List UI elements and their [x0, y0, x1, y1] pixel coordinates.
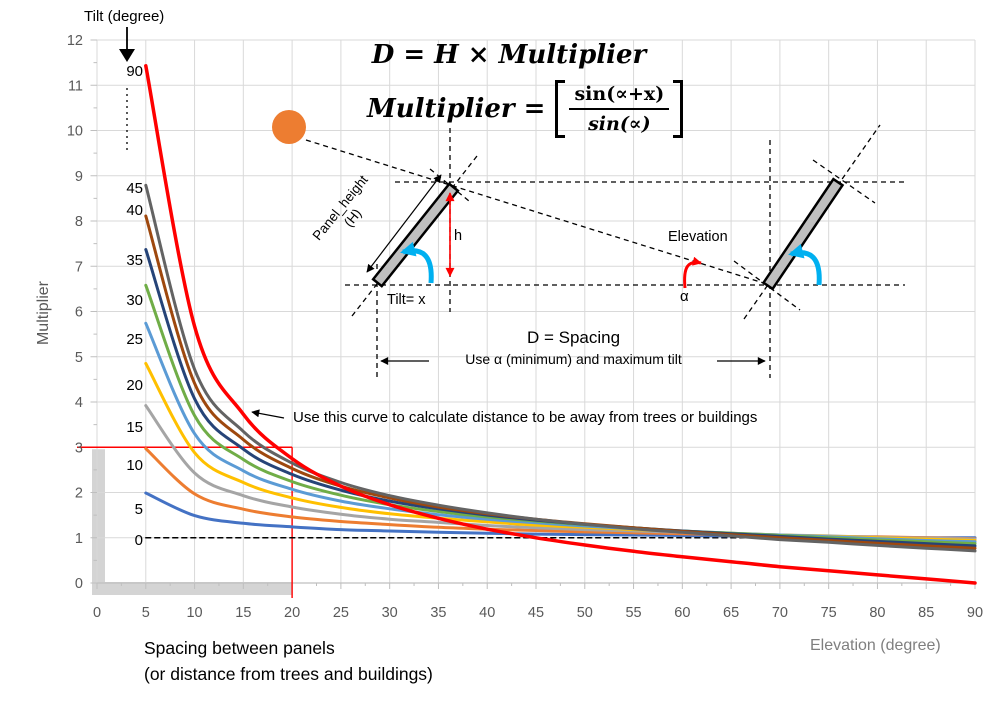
sun-icon: [272, 110, 306, 144]
h-label: h: [454, 228, 463, 244]
y-tick-label-2: 2: [75, 486, 83, 502]
x-tick-label-15: 15: [235, 605, 251, 621]
crosshair-lines: [77, 446, 293, 598]
x-tick-label-60: 60: [674, 605, 690, 621]
curve-label-10: 10: [126, 457, 143, 474]
y-tick-label-7: 7: [75, 259, 83, 275]
tilt-legend-arrow-head: [119, 49, 135, 62]
x-tick-label-80: 80: [869, 605, 885, 621]
x-tick-label-10: 10: [186, 605, 202, 621]
curve-tilt-90: [144, 64, 977, 585]
shadow-left-band: [92, 449, 105, 595]
right-panel-top-normal-dashed: [812, 159, 876, 204]
y-tick-label-6: 6: [75, 305, 83, 321]
right-solar-panel: [761, 177, 845, 291]
x-axis-caption-line1: Spacing between panels: [144, 638, 335, 658]
annotation-arrow: [251, 409, 285, 419]
y-tick-label-3: 3: [75, 440, 83, 456]
curve-label-25: 25: [126, 331, 143, 348]
formula-line1: D = H × Multiplier: [371, 40, 647, 70]
x-tick-label-30: 30: [382, 605, 398, 621]
x-tick-label-55: 55: [625, 605, 641, 621]
y-tick-label-0: 0: [75, 576, 83, 592]
x-tick-label-25: 25: [333, 605, 349, 621]
curve-label-90: 90: [126, 63, 143, 80]
x-axis-title: Elevation (degree): [810, 637, 941, 654]
formula-line2-lhs: Multiplier =: [367, 94, 546, 124]
curve-label-0: 0: [135, 532, 143, 549]
right-panel-base-normal-dashed: [733, 260, 801, 311]
alpha-label: α: [680, 288, 689, 305]
data-curves: [144, 64, 977, 585]
y-tick-label-8: 8: [75, 214, 83, 230]
x-tick-label-75: 75: [821, 605, 837, 621]
left-tilt-arc-arrow: [400, 241, 434, 284]
curve-label-40: 40: [126, 202, 143, 219]
y-tick-label-4: 4: [75, 395, 83, 411]
x-tick-label-5: 5: [142, 605, 150, 621]
left-bracket: [555, 80, 566, 138]
geometry-diagram: [119, 27, 905, 419]
x-tick-label-45: 45: [528, 605, 544, 621]
right-tilt-arc-arrow: [788, 243, 822, 286]
d-spacing-label: D = Spacing: [526, 328, 621, 347]
curve-label-30: 30: [126, 292, 143, 309]
curve-value-labels: 90 45 40 35 30 25 20 15 10 5 0: [126, 63, 143, 549]
fraction-denominator: sin(∝): [588, 113, 651, 135]
y-tick-label-1: 1: [75, 531, 83, 547]
x-tick-label-40: 40: [479, 605, 495, 621]
panel-height-measure-arrow: [366, 174, 442, 273]
x-tick-label-20: 20: [284, 605, 300, 621]
tick-labels: 0 5 10 15 20 25 30 35 40 45 50 55 60 65 70 75 80 85 900123…: [67, 33, 983, 621]
axis-lines-and-ticks: [90, 39, 976, 589]
left-solar-panel: [371, 182, 460, 288]
elevation-label: Elevation: [668, 229, 728, 245]
elevation-angle-arc-arrow: [683, 256, 702, 289]
fraction-numerator: sin(∝+x): [569, 83, 670, 110]
x-tick-label-70: 70: [772, 605, 788, 621]
y-tick-label-10: 10: [67, 124, 83, 140]
formula-fraction: sin(∝+x) sin(∝): [567, 80, 671, 138]
x-tick-label-35: 35: [430, 605, 446, 621]
y-tick-label-5: 5: [75, 350, 83, 366]
x-tick-label-90: 90: [967, 605, 983, 621]
x-tick-label-85: 85: [918, 605, 934, 621]
y-tick-label-9: 9: [75, 169, 83, 185]
curve-label-45: 45: [126, 180, 143, 197]
legend-title: Tilt (degree): [84, 8, 165, 25]
y-tick-label-11: 11: [68, 78, 83, 94]
x-tick-label-65: 65: [723, 605, 739, 621]
x-tick-label-50: 50: [577, 605, 593, 621]
use-alpha-label: Use α (minimum) and maximum tilt: [465, 351, 682, 367]
tilt-x-label: Tilt= x: [387, 292, 426, 308]
formula-line2: Multiplier = sin(∝+x) sin(∝): [367, 80, 685, 138]
curve-tilt-45: [144, 183, 977, 553]
x-axis-caption-line2: (or distance from trees and buildings): [144, 664, 433, 684]
y-tick-label-12: 12: [67, 33, 83, 49]
curve-label-35: 35: [126, 252, 143, 269]
curve-label-15: 15: [126, 419, 143, 436]
curve-annotation: Use this curve to calculate distance to …: [293, 409, 758, 426]
curve-label-5: 5: [135, 501, 143, 518]
right-bracket: [673, 80, 684, 138]
y-axis-title: Multiplier: [35, 281, 52, 346]
curve-label-20: 20: [126, 377, 143, 394]
x-tick-label-0: 0: [93, 605, 101, 621]
